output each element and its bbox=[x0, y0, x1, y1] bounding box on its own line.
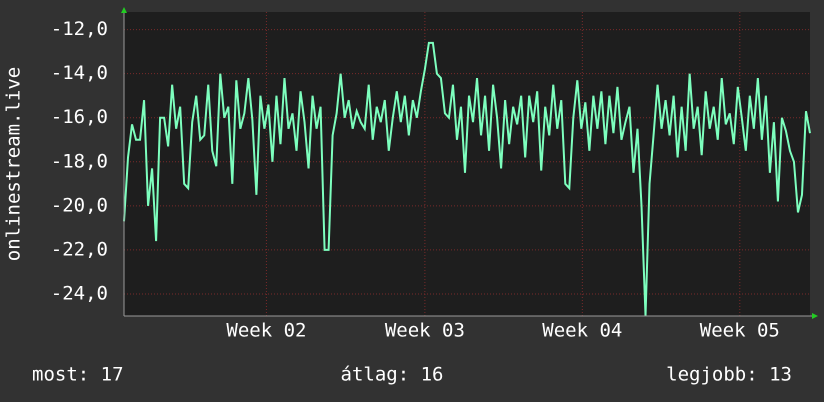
y-tick-label: -24,0 bbox=[51, 282, 108, 304]
y-tick-label: -18,0 bbox=[51, 150, 108, 172]
y-tick-label: -20,0 bbox=[51, 194, 108, 216]
footer-current: most: 17 bbox=[32, 364, 124, 386]
x-tick-label: Week 04 bbox=[542, 320, 622, 342]
x-tick-label: Week 02 bbox=[226, 320, 306, 342]
footer-average: átlag: 16 bbox=[341, 364, 444, 386]
y-tick-label: -22,0 bbox=[51, 238, 108, 260]
axis-arrow bbox=[812, 313, 818, 319]
axis-arrow bbox=[121, 7, 127, 13]
x-tick-label: Week 05 bbox=[700, 320, 780, 342]
footer-best: legjobb: 13 bbox=[666, 364, 792, 386]
y-axis-label: onlinestream.live bbox=[3, 67, 25, 261]
y-tick-label: -16,0 bbox=[51, 106, 108, 128]
y-tick-label: -14,0 bbox=[51, 62, 108, 84]
data-line bbox=[123, 41, 811, 317]
y-tick-label: -12,0 bbox=[51, 18, 108, 40]
x-tick-label: Week 03 bbox=[385, 320, 465, 342]
plot-area bbox=[124, 12, 810, 316]
